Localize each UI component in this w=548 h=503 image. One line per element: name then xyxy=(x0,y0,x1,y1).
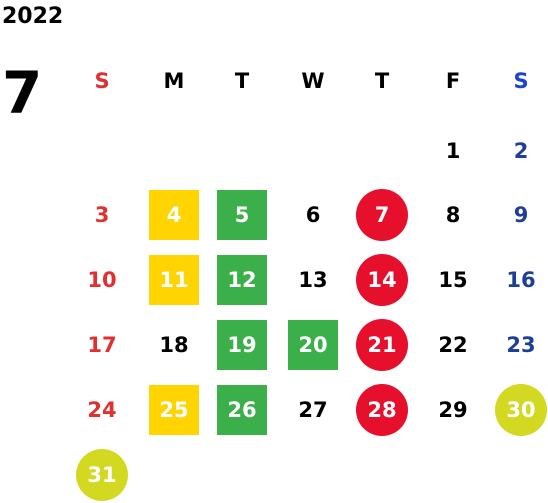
calendar-day-10[interactable]: 10 xyxy=(72,255,132,305)
calendar-day-7[interactable]: 7 xyxy=(352,189,412,241)
calendar-day-20[interactable]: 20 xyxy=(283,320,343,370)
calendar-day-1[interactable]: 1 xyxy=(423,126,483,176)
calendar-day-30[interactable]: 30 xyxy=(491,384,548,436)
weekday-header-wed: W xyxy=(301,69,325,93)
day-number: 10 xyxy=(87,268,117,292)
day-number: 15 xyxy=(438,268,468,292)
calendar-day-15[interactable]: 15 xyxy=(423,255,483,305)
day-number: 13 xyxy=(298,268,328,292)
weekday-header-thu: T xyxy=(374,69,390,93)
calendar-day-17[interactable]: 17 xyxy=(72,320,132,370)
calendar-day-18[interactable]: 18 xyxy=(144,320,204,370)
calendar-day-14[interactable]: 14 xyxy=(352,254,412,306)
weekday-header-fri: F xyxy=(445,69,461,93)
calendar-day-5[interactable]: 5 xyxy=(212,190,272,240)
calendar-day-6[interactable]: 6 xyxy=(283,190,343,240)
yellow-highlight-square xyxy=(149,190,199,240)
day-number: 8 xyxy=(445,203,461,227)
calendar-day-22[interactable]: 22 xyxy=(423,320,483,370)
calendar-day-4[interactable]: 4 xyxy=(144,190,204,240)
day-number: 3 xyxy=(94,203,110,227)
calendar-day-31[interactable]: 31 xyxy=(72,449,132,501)
calendar-day-26[interactable]: 26 xyxy=(212,385,272,435)
weekday-header-sun: S xyxy=(94,69,110,93)
calendar-day-13[interactable]: 13 xyxy=(283,255,343,305)
weekday-header-tue: T xyxy=(234,69,250,93)
calendar-day-12[interactable]: 12 xyxy=(212,255,272,305)
day-number: 12 xyxy=(227,268,257,292)
lime-highlight-circle xyxy=(76,449,128,501)
day-number: 19 xyxy=(227,333,257,357)
calendar-day-23[interactable]: 23 xyxy=(491,320,548,370)
red-highlight-circle xyxy=(356,254,408,306)
day-number: 1 xyxy=(445,139,461,163)
calendar-day-25[interactable]: 25 xyxy=(144,385,204,435)
calendar-day-19[interactable]: 19 xyxy=(212,320,272,370)
green-highlight-square xyxy=(288,320,338,370)
calendar-day-11[interactable]: 11 xyxy=(144,255,204,305)
day-number: 9 xyxy=(513,203,529,227)
calendar-day-3[interactable]: 3 xyxy=(72,190,132,240)
day-number: 26 xyxy=(227,398,257,422)
calendar-day-21[interactable]: 21 xyxy=(352,319,412,371)
day-number: 2 xyxy=(513,139,529,163)
day-number: 20 xyxy=(298,333,328,357)
day-number: 5 xyxy=(234,203,250,227)
day-number: 22 xyxy=(438,333,468,357)
green-highlight-square xyxy=(217,320,267,370)
day-number: 27 xyxy=(298,398,328,422)
day-number: 6 xyxy=(305,203,321,227)
green-highlight-square xyxy=(217,255,267,305)
yellow-highlight-square xyxy=(149,255,199,305)
green-highlight-square xyxy=(217,190,267,240)
calendar-day-24[interactable]: 24 xyxy=(72,385,132,435)
green-highlight-square xyxy=(217,385,267,435)
day-number: 29 xyxy=(438,398,468,422)
red-highlight-circle xyxy=(356,319,408,371)
lime-highlight-circle xyxy=(495,384,547,436)
calendar-year: 2022 xyxy=(2,4,64,29)
day-number: 31 xyxy=(87,463,117,487)
day-number: 4 xyxy=(166,203,182,227)
day-number: 18 xyxy=(159,333,189,357)
calendar-day-28[interactable]: 28 xyxy=(352,384,412,436)
day-number: 16 xyxy=(506,268,536,292)
day-number: 24 xyxy=(87,398,117,422)
day-number: 21 xyxy=(367,333,397,357)
red-highlight-circle xyxy=(356,189,408,241)
day-number: 17 xyxy=(87,333,117,357)
day-number: 25 xyxy=(159,398,189,422)
calendar-day-16[interactable]: 16 xyxy=(491,255,548,305)
calendar-day-2[interactable]: 2 xyxy=(491,126,548,176)
weekday-header-mon: M xyxy=(163,69,185,93)
calendar-day-8[interactable]: 8 xyxy=(423,190,483,240)
calendar-day-27[interactable]: 27 xyxy=(283,385,343,435)
calendar-day-29[interactable]: 29 xyxy=(423,385,483,435)
calendar-month: 7 xyxy=(2,59,43,127)
day-number: 14 xyxy=(367,268,397,292)
day-number: 7 xyxy=(374,203,390,227)
yellow-highlight-square xyxy=(149,385,199,435)
day-number: 23 xyxy=(506,333,536,357)
red-highlight-circle xyxy=(356,384,408,436)
weekday-header-sat: S xyxy=(513,69,529,93)
day-number: 28 xyxy=(367,398,397,422)
calendar-day-9[interactable]: 9 xyxy=(491,190,548,240)
day-number: 11 xyxy=(159,268,189,292)
day-number: 30 xyxy=(506,398,536,422)
